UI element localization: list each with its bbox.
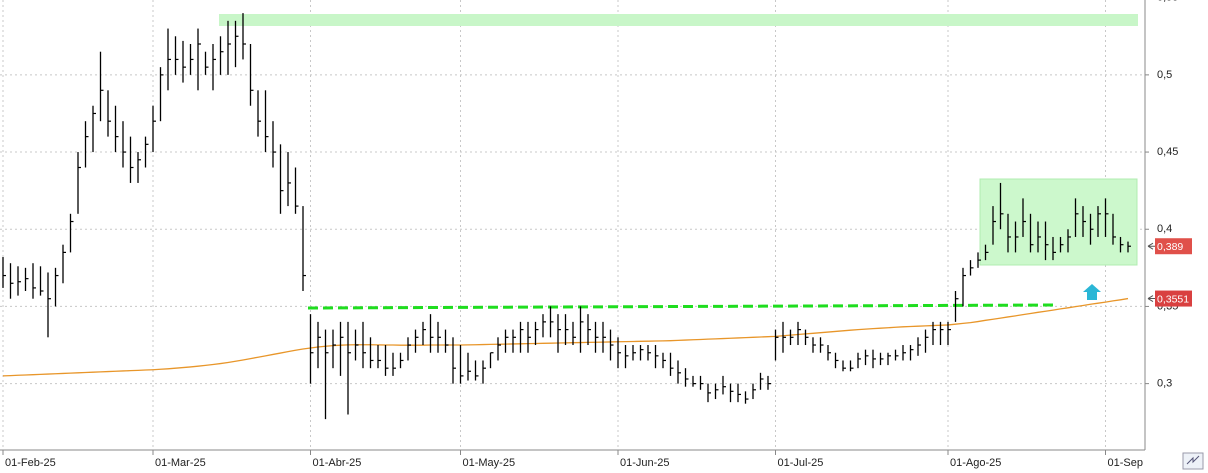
x-tick-label: 01-Feb-25 bbox=[5, 457, 56, 469]
resistance-zone bbox=[219, 14, 1138, 26]
x-tick-label: 01-May-25 bbox=[463, 457, 516, 469]
x-tick-label: 01-Jun-25 bbox=[620, 457, 670, 469]
range-box bbox=[979, 178, 1138, 266]
x-tick-label: 01-Jul-25 bbox=[778, 457, 824, 469]
support-line bbox=[307, 303, 1056, 310]
price-label: 0,389 bbox=[1157, 241, 1183, 253]
price-label-box bbox=[1155, 290, 1192, 307]
price-pointer bbox=[1147, 295, 1155, 302]
up-arrow bbox=[1083, 284, 1101, 300]
price-pointer bbox=[1147, 242, 1155, 250]
y-tick-label: 0,4 bbox=[1157, 223, 1172, 235]
x-tick-label: 01-Ago-25 bbox=[950, 457, 1001, 469]
price-label-box bbox=[1155, 238, 1192, 255]
scroll-icon bbox=[1186, 455, 1200, 465]
y-tick-label: 0,45 bbox=[1157, 146, 1178, 158]
y-tick-label: 0,5 bbox=[1157, 69, 1172, 81]
y-tick-label: 0,3 bbox=[1157, 378, 1172, 390]
x-tick-label: 01-Abr-25 bbox=[313, 457, 362, 469]
y-tick-label: 0,55 bbox=[1157, 0, 1178, 4]
x-tick-label: 01-Mar-25 bbox=[155, 457, 206, 469]
price-label: 0,3551 bbox=[1157, 293, 1189, 305]
x-tick-label: 01-Sep bbox=[1108, 457, 1143, 469]
